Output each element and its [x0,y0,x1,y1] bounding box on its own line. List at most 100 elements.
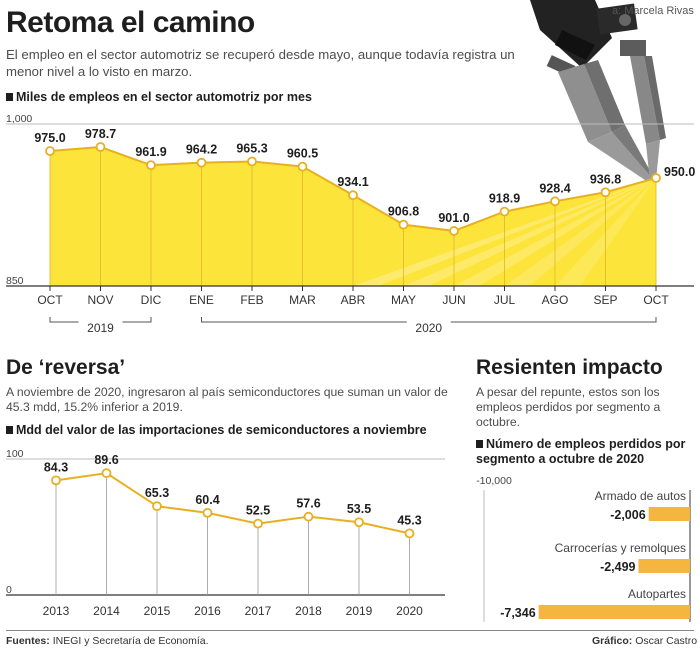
section3-text: A pesar del repunte, estos son los emple… [476,385,661,429]
section3-title: Resienten impacto [476,356,663,379]
x-tick-label: ABR [341,293,366,307]
page-title: Retoma el camino [6,6,255,39]
year-label: 2020 [415,321,442,335]
bar-category-label: Carrocerías y remolques [555,541,686,555]
x-tick-label: 2019 [346,604,373,618]
bar [648,507,690,521]
robot-arm-illustration [530,0,666,182]
robot-arm-icon [530,0,666,182]
y-tick-label: 850 [6,275,24,287]
x-tick-label: MAR [289,293,316,307]
data-label: 918.9 [489,192,520,206]
bar-value-label: -2,006 [610,508,645,522]
data-label: 934.1 [337,175,368,189]
data-label: 901.0 [438,211,469,225]
data-label: 906.8 [388,205,419,219]
year-bracket-gap [406,320,451,326]
light-ray [504,178,656,286]
chart3-title: Número de empleos perdidos por segmento … [476,437,686,466]
data-label: 965.3 [236,141,267,155]
x-tick-label: 2015 [144,604,171,618]
y-tick-label: 1,000 [6,113,32,125]
square-bullet-icon [6,426,13,434]
y-tick-label: 100 [6,448,24,460]
data-point [146,160,156,171]
year-label: 2019 [87,321,114,335]
data-label: 65.3 [145,486,169,500]
data-point [152,501,162,512]
data-label: 60.4 [195,493,219,507]
footer-divider [6,630,694,631]
data-label: 975.0 [34,131,65,145]
x-tick-label: 2018 [295,604,322,618]
footer-sources: Fuentes: INEGI y Secretaría de Economía. [6,635,209,647]
bar-value-label: -7,346 [500,606,535,620]
x-tick-label: JUL [494,293,516,307]
square-bullet-icon [476,440,483,448]
x-tick-label: MAY [391,293,416,307]
data-point [95,142,106,152]
footer-graphic: Gráfico: Oscar Castro [592,635,698,647]
bar-category-label: Autopartes [628,587,686,601]
section2-text: A noviembre de 2020, ingresaron al país … [6,385,448,414]
x-tick-label: 2014 [93,604,120,618]
x-tick-label: 2016 [194,604,221,618]
data-point [600,187,611,198]
x-tick-label: OCT [643,293,669,307]
data-label: 84.3 [44,460,68,474]
lede-text: El empleo en el sector automotriz se rec… [6,47,515,79]
data-point [348,190,358,201]
data-point [550,196,560,207]
chart2-title: Mdd del valor de las importaciones de se… [6,423,427,437]
x-tick-label: AGO [542,293,569,307]
data-label: 53.5 [347,502,371,516]
series-line [55,472,410,535]
bar-value-label: -2,499 [600,560,635,574]
data-label: 89.6 [94,453,118,467]
data-label: 978.7 [85,127,116,141]
y-tick-label: 0 [6,584,12,596]
data-label: 928.4 [539,181,570,195]
data-point [202,507,213,518]
data-point [247,156,257,167]
chart1-title: Miles de empleos en el sector automotriz… [6,90,312,104]
data-point [404,528,415,539]
data-point [253,518,263,529]
data-point [499,206,510,217]
bar [638,559,690,573]
data-label: 950.0 [664,165,695,179]
data-label: 960.5 [287,147,318,161]
data-point [51,475,61,486]
jobs-lost-bar-chart: -10,000 Armado de autos -2,006 Carrocerías … [476,475,691,622]
x-tick-label: NOV [87,293,113,307]
data-point [651,173,661,183]
data-label: 964.2 [186,143,217,157]
bar [538,605,690,619]
x-tick-label: FEB [240,293,263,307]
top-credit: a: Marcela Rivas [612,5,694,17]
x-tick-label: -10,000 [476,475,512,487]
x-tick-label: DIC [141,293,162,307]
data-point [196,157,207,168]
data-label: 961.9 [135,145,166,159]
year-bracket-gap [78,320,123,326]
data-label: 45.3 [397,513,421,527]
x-tick-label: SEP [593,293,617,307]
square-bullet-icon [6,93,13,101]
data-point [45,146,55,156]
x-tick-label: OCT [37,293,63,307]
x-tick-label: JUN [442,293,465,307]
data-label: 52.5 [246,504,270,518]
x-tick-label: 2020 [396,604,423,618]
light-ray [403,178,656,286]
data-point [398,219,409,230]
data-point [101,468,112,479]
data-point [449,226,459,236]
semiconductor-line-chart: 84.3 2013 89.6 2014 65.3 2015 60.4 2016 52.5 2017… [6,448,445,618]
data-label: 936.8 [590,172,621,186]
data-point [354,517,364,528]
employment-area-chart: 975.0 OCT 978.7 NOV 961.9 DIC 964.2 ENE 965.3 FEB… [6,113,695,335]
bar-category-label: Armado de autos [595,489,686,503]
x-tick-label: ENE [189,293,214,307]
x-tick-label: 2017 [245,604,272,618]
